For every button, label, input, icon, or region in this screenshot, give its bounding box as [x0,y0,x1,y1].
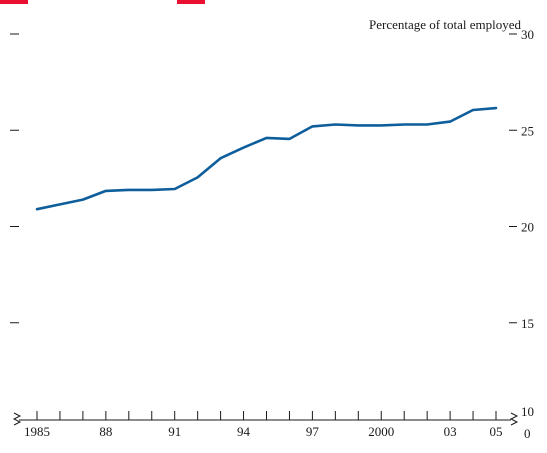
data-point [403,123,405,125]
y-zero-label: 0 [524,426,531,441]
y-tick-label: 30 [521,27,534,42]
title-accent-bar-right [177,0,205,4]
data-point [380,124,382,126]
y-tick-label: 10 [521,404,534,419]
data-point [495,107,497,109]
y-tick-label: 25 [521,123,534,138]
data-point [334,123,336,125]
data-point [36,208,38,210]
x-tick-label: 03 [444,424,457,439]
x-tick-label: 94 [237,424,251,439]
x-tick-label: 88 [99,424,112,439]
data-point [288,138,290,140]
x-tick-label: 91 [168,424,181,439]
data-point [174,188,176,190]
title-accent-bar-left [0,0,28,4]
x-tick-label: 05 [490,424,503,439]
left-axis-break-mark [12,412,22,426]
data-point [219,157,221,159]
data-point [196,176,198,178]
data-point [242,146,244,148]
axis-break-marks [12,412,519,426]
data-point [426,123,428,125]
series-layer [35,106,498,211]
data-point [265,137,267,139]
left-y-tick-marks [10,33,19,324]
x-tick-label: 97 [306,424,320,439]
right-y-axis: 30 25 20 15 10 0 [509,27,534,441]
data-point [82,198,84,200]
y-axis-unit-label: Percentage of total employed [369,17,521,32]
series-line [35,106,498,211]
data-point [151,189,153,191]
data-point [311,125,313,127]
right-axis-break-mark [509,412,519,426]
data-point [128,189,130,191]
x-tick-label: 1985 [24,424,50,439]
x-axis: 1985 88 91 94 97 2000 03 05 [19,411,511,439]
y-tick-label: 15 [521,316,534,331]
data-point [357,124,359,126]
data-point [472,109,474,111]
x-tick-label: 2000 [368,424,394,439]
y-tick-label: 20 [521,220,534,235]
data-point [59,203,61,205]
data-point [449,120,451,122]
data-point [105,190,107,192]
